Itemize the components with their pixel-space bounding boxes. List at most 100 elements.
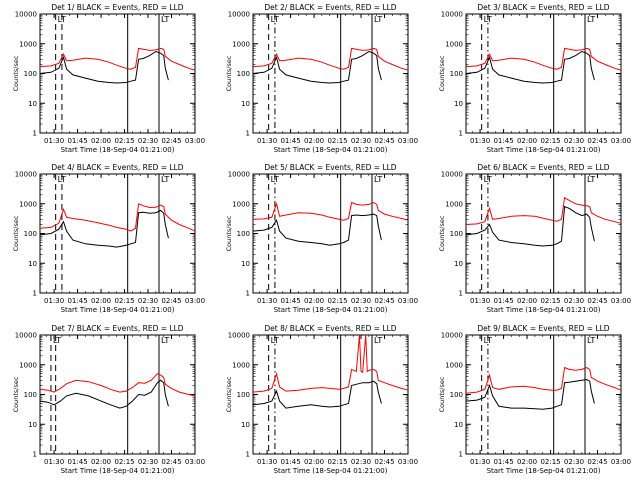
x-tick-label: 02:00 — [91, 297, 111, 305]
panel-title: Det 4/ BLACK = Events, RED = LLD — [51, 163, 183, 172]
time-annotation-label: LT — [53, 336, 61, 345]
x-tick-label: 02:30 — [564, 137, 584, 145]
panel-det-6: 1 10 100 1000 10000 01:30 01:45 02:00 02:15 02:30… — [438, 163, 631, 314]
series-line-lld — [465, 196, 622, 225]
x-tick-label: 02:00 — [91, 137, 111, 145]
panel-det-1: 1 10 100 1000 10000 01:30 01:45 02:00 02:15 02:30… — [12, 3, 205, 154]
x-tick-label: 02:15 — [540, 297, 560, 305]
y-tick-label: 1000 — [232, 40, 250, 48]
time-annotation-label: LT — [58, 15, 66, 24]
x-tick-label: 02:15 — [540, 458, 560, 466]
y-tick-label: 10000 — [15, 11, 37, 19]
y-tick-label: 10000 — [15, 332, 37, 340]
x-tick-label: 02:45 — [374, 137, 394, 145]
x-tick-label: 03:00 — [611, 458, 631, 466]
x-tick-label: 03:00 — [611, 297, 631, 305]
series-line-lld — [465, 47, 622, 71]
time-annotation-label: LT — [484, 336, 492, 345]
time-annotation-label: LT — [271, 15, 279, 24]
x-tick-label: 02:30 — [138, 458, 158, 466]
x-tick-label: 01:45 — [67, 297, 87, 305]
y-axis-label: Counts/sec — [12, 55, 20, 91]
time-annotation-label: LT — [587, 175, 595, 184]
x-tick-label: 02:30 — [564, 297, 584, 305]
panel-title: Det 6/ BLACK = Events, RED = LLD — [477, 163, 609, 172]
y-tick-label: 100 — [24, 70, 37, 78]
x-axis-label: Start Time (18-Sep-04 01:21:00) — [61, 146, 175, 154]
y-tick-label: 100 — [450, 70, 463, 78]
y-tick-label: 10 — [241, 421, 250, 429]
x-tick-label: 02:45 — [587, 458, 607, 466]
x-tick-label: 01:30 — [257, 137, 277, 145]
time-annotation-label: LT — [587, 15, 595, 24]
x-tick-label: 01:45 — [67, 137, 87, 145]
x-tick-label: 02:00 — [91, 458, 111, 466]
series-line-lld — [39, 47, 196, 71]
panel-det-4: 1 10 100 1000 10000 01:30 01:45 02:00 02:15 02:30… — [12, 163, 205, 314]
plot-frame — [39, 173, 196, 294]
x-tick-label: 03:00 — [185, 458, 205, 466]
y-axis-label: Counts/sec — [225, 376, 233, 412]
panel-det-8: 1 10 100 1000 10000 01:30 01:45 02:00 02:15 02:30… — [225, 324, 418, 475]
time-annotation-label: LT — [58, 175, 66, 184]
x-tick-label: 02:15 — [114, 297, 134, 305]
y-tick-label: 1000 — [232, 361, 250, 369]
x-tick-label: 01:45 — [280, 137, 300, 145]
x-axis-label: Start Time (18-Sep-04 01:21:00) — [274, 146, 388, 154]
panel-title: Det 8/ BLACK = Events, RED = LLD — [264, 324, 396, 333]
y-tick-label: 10000 — [228, 11, 250, 19]
series-line-lld — [252, 334, 409, 393]
x-tick-label: 01:30 — [44, 458, 64, 466]
y-tick-label: 10 — [241, 260, 250, 268]
x-tick-label: 01:30 — [257, 458, 277, 466]
x-tick-label: 01:30 — [44, 297, 64, 305]
y-tick-label: 100 — [237, 391, 250, 399]
x-tick-label: 03:00 — [398, 297, 418, 305]
y-tick-label: 10 — [28, 260, 37, 268]
x-tick-label: 02:30 — [351, 458, 371, 466]
x-tick-label: 03:00 — [398, 137, 418, 145]
plot-frame — [39, 13, 196, 134]
y-axis-label: Counts/sec — [438, 376, 446, 412]
time-annotation-label: LT — [374, 336, 382, 345]
time-annotation-label: LT — [484, 175, 492, 184]
x-tick-label: 02:15 — [114, 458, 134, 466]
panel-det-3: 1 10 100 1000 10000 01:30 01:45 02:00 02:15 02:30… — [438, 3, 631, 154]
y-tick-label: 1 — [246, 290, 250, 298]
series-line-lld — [465, 366, 622, 394]
plot-frame — [465, 173, 622, 294]
x-tick-label: 02:00 — [517, 458, 537, 466]
time-annotation-label: LT — [161, 336, 169, 345]
x-tick-label: 01:45 — [280, 458, 300, 466]
x-tick-label: 02:15 — [327, 297, 347, 305]
y-axis-label: Counts/sec — [225, 215, 233, 251]
x-axis-label: Start Time (18-Sep-04 01:21:00) — [487, 306, 601, 314]
series-line-lld — [39, 373, 196, 397]
x-tick-label: 02:30 — [351, 137, 371, 145]
y-axis-label: Counts/sec — [12, 376, 20, 412]
x-axis-label: Start Time (18-Sep-04 01:21:00) — [274, 306, 388, 314]
time-annotation-label: LT — [271, 336, 279, 345]
y-tick-label: 100 — [24, 230, 37, 238]
y-tick-label: 1000 — [19, 361, 37, 369]
plot-frame — [252, 173, 409, 294]
x-axis-label: Start Time (18-Sep-04 01:21:00) — [274, 467, 388, 475]
series-line-events — [252, 380, 382, 409]
series-line-events — [39, 379, 169, 409]
y-tick-label: 1 — [246, 130, 250, 138]
x-axis-label: Start Time (18-Sep-04 01:21:00) — [61, 467, 175, 475]
y-tick-label: 1 — [246, 451, 250, 459]
x-tick-label: 02:00 — [517, 297, 537, 305]
panel-title: Det 3/ BLACK = Events, RED = LLD — [477, 3, 609, 12]
time-annotation-label: LT — [587, 336, 595, 345]
plot-frame — [465, 334, 622, 455]
panel-det-2: 1 10 100 1000 10000 01:30 01:45 02:00 02:15 02:30… — [225, 3, 418, 154]
x-tick-label: 02:15 — [327, 137, 347, 145]
y-tick-label: 1 — [459, 130, 463, 138]
x-tick-label: 02:45 — [587, 297, 607, 305]
plot-frame — [465, 13, 622, 134]
x-tick-label: 02:45 — [161, 137, 181, 145]
panel-det-9: 1 10 100 1000 10000 01:30 01:45 02:00 02:15 02:30… — [438, 324, 631, 475]
y-tick-label: 10000 — [441, 11, 463, 19]
